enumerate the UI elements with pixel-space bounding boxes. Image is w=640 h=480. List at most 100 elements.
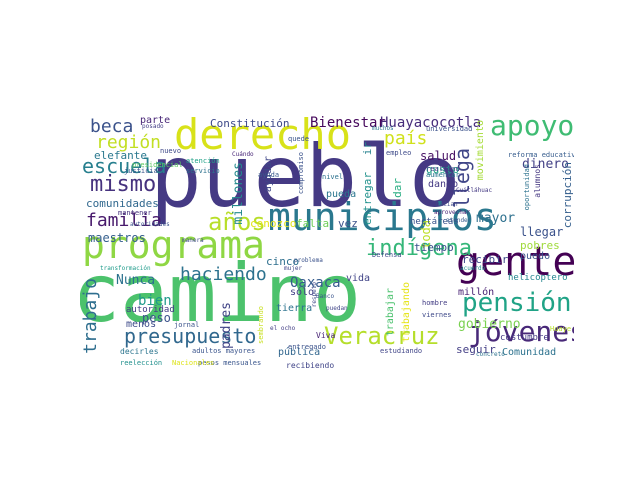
cloud-word: hombre	[422, 299, 448, 307]
cloud-word: pública	[278, 347, 321, 358]
cloud-word: empleo	[386, 149, 412, 157]
cloud-word: presidencial	[132, 161, 183, 169]
cloud-word: dar	[391, 178, 404, 198]
cloud-word: mayor	[476, 211, 516, 226]
cloud-word: puedo	[520, 251, 551, 262]
cloud-word: viernes	[422, 311, 452, 319]
cloud-word: aumentar	[426, 171, 460, 179]
cloud-word: dinero	[522, 157, 569, 172]
cloud-word: familia	[86, 210, 162, 231]
cloud-word: muchos	[372, 125, 394, 132]
cloud-word: Veracruz	[324, 322, 440, 350]
cloud-word: vez	[338, 217, 358, 230]
cloud-word: nivel	[322, 173, 344, 181]
cloud-word: manera	[182, 237, 204, 244]
cloud-word: justicia	[124, 167, 158, 175]
cloud-word: Cuitláhuac	[456, 187, 493, 194]
cloud-word: conozco	[250, 217, 297, 230]
cloud-word: millones	[231, 162, 246, 225]
cloud-word: posado	[142, 123, 164, 130]
cloud-word: derecho	[174, 112, 352, 159]
cloud-word: Viva	[316, 331, 336, 340]
cloud-word: Cuándo	[232, 151, 254, 158]
cloud-word: helicóptero	[508, 273, 568, 283]
cloud-word: Huayacocotla	[380, 115, 482, 131]
cloud-word: tierra	[276, 303, 313, 314]
word-cloud: pueblo camino programa derecho municipio…	[80, 112, 574, 370]
cloud-word: corrupción	[561, 162, 574, 229]
cloud-word: gente	[456, 239, 574, 285]
cloud-word: ir	[361, 142, 374, 156]
cloud-word: autoridad	[126, 305, 175, 315]
cloud-word: Bienestar	[310, 115, 386, 131]
cloud-word: mujer	[284, 265, 303, 272]
cloud-word: atender	[446, 217, 472, 224]
cloud-word: pueda	[326, 189, 357, 200]
cloud-word: maestros	[88, 231, 146, 245]
cloud-word: Comunidad	[502, 347, 557, 358]
cloud-word: Defensa	[372, 251, 402, 259]
cloud-word: el ocho	[270, 325, 296, 332]
cloud-word: municipios	[268, 195, 497, 239]
cloud-word: autoridades	[130, 221, 170, 228]
cloud-word: región	[96, 132, 162, 153]
cloud-word: pueblo	[150, 127, 461, 227]
cloud-word: cinco	[266, 255, 300, 268]
cloud-word: problema	[294, 257, 323, 264]
cloud-word: dando	[428, 179, 459, 190]
cloud-word: jóvenes	[468, 315, 574, 348]
cloud-word: adultos mayores	[192, 347, 256, 355]
cloud-word: programa	[82, 223, 266, 267]
cloud-word: Huaye	[550, 325, 572, 333]
cloud-word: apoyo	[490, 112, 574, 142]
cloud-word: elefante	[94, 149, 147, 162]
cloud-word: jornal	[174, 321, 200, 329]
cloud-word: Nunca	[116, 273, 156, 288]
cloud-word: sólo	[290, 287, 315, 298]
cloud-word: reelección	[120, 359, 163, 367]
cloud-word: falta	[296, 217, 330, 230]
cloud-word: Oaxaca	[290, 275, 341, 291]
cloud-word: atención	[186, 157, 220, 165]
cloud-word: llegar	[520, 225, 564, 239]
cloud-word: oportunidad	[523, 164, 531, 211]
cloud-word: trabajo	[80, 278, 101, 354]
cloud-word: peso	[142, 311, 171, 325]
cloud-word: realidad	[426, 165, 460, 173]
cloud-word: gobierno	[458, 317, 521, 332]
cloud-word: pesos mensuales	[198, 359, 262, 367]
cloud-word: salud	[420, 149, 457, 163]
cloud-word: menos	[126, 319, 157, 330]
cloud-word: mismo	[90, 172, 157, 197]
cloud-word: nuevo	[160, 147, 182, 155]
cloud-word: puedan	[326, 305, 348, 312]
cloud-word: millón	[458, 287, 495, 298]
cloud-word: padres	[219, 302, 234, 349]
cloud-word: seguir	[456, 343, 496, 356]
cloud-word: vida	[346, 273, 371, 284]
cloud-word: hectáreas	[410, 217, 459, 227]
cloud-word: haciendo	[180, 264, 267, 285]
cloud-word: recibiendo	[286, 361, 335, 370]
cloud-word: entregar	[361, 172, 374, 225]
cloud-word: ayuda	[258, 171, 280, 179]
cloud-word: país	[384, 128, 428, 149]
cloud-word: gusto	[426, 163, 460, 176]
cloud-word: sembrando	[257, 306, 265, 344]
cloud-word: trabajar	[385, 288, 396, 337]
cloud-word: acuerdo	[460, 265, 486, 272]
cloud-word: beca	[90, 116, 134, 137]
cloud-word: entregado	[288, 343, 326, 351]
cloud-word: servicio	[186, 167, 220, 175]
cloud-word: Nacionales	[172, 359, 215, 367]
cloud-word: tiempo	[414, 241, 454, 254]
cloud-word: mantener	[118, 209, 152, 217]
cloud-word: reforma educativa	[508, 151, 574, 159]
cloud-word: camino	[80, 247, 361, 340]
cloud-word: quede	[288, 135, 310, 143]
cloud-word: aprovechar	[434, 209, 471, 216]
cloud-word: Banco	[316, 293, 335, 300]
cloud-word: escuela	[82, 154, 167, 178]
cloud-word: indígena	[366, 236, 472, 261]
